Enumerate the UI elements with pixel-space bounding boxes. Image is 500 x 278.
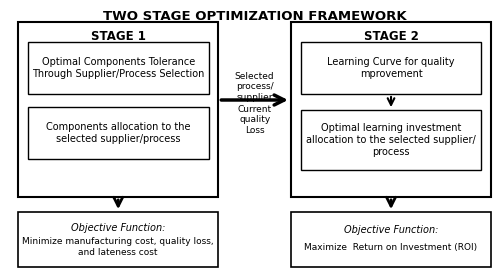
Bar	[300, 110, 482, 170]
Text: STAGE 1: STAGE 1	[91, 29, 146, 43]
Bar	[291, 22, 492, 197]
Text: Maximize  Return on Investment (ROI): Maximize Return on Investment (ROI)	[304, 242, 478, 252]
Bar	[300, 42, 482, 94]
Text: Optimal learning investment
allocation to the selected supplier/
process: Optimal learning investment allocation t…	[306, 123, 476, 157]
Bar	[28, 42, 208, 94]
Text: Objective Function:: Objective Function:	[344, 225, 438, 235]
Text: Objective Function:: Objective Function:	[71, 223, 166, 233]
Bar	[28, 107, 208, 159]
Text: Components allocation to the
selected supplier/process: Components allocation to the selected su…	[46, 122, 191, 144]
Text: Learning Curve for quality
mprovement: Learning Curve for quality mprovement	[328, 57, 455, 79]
Text: Optimal Components Tolerance
Through Supplier/Process Selection: Optimal Components Tolerance Through Sup…	[32, 57, 204, 79]
Bar	[18, 212, 218, 267]
Bar	[291, 212, 492, 267]
Text: TWO STAGE OPTIMIZATION FRAMEWORK: TWO STAGE OPTIMIZATION FRAMEWORK	[103, 10, 406, 23]
Text: Current
quality
Loss: Current quality Loss	[238, 105, 272, 135]
Text: STAGE 2: STAGE 2	[364, 29, 418, 43]
Bar	[18, 22, 218, 197]
Text: Minimize manufacturing cost, quality loss,
and lateness cost: Minimize manufacturing cost, quality los…	[22, 237, 214, 257]
Text: Selected
process/
supplier: Selected process/ supplier	[235, 72, 275, 102]
